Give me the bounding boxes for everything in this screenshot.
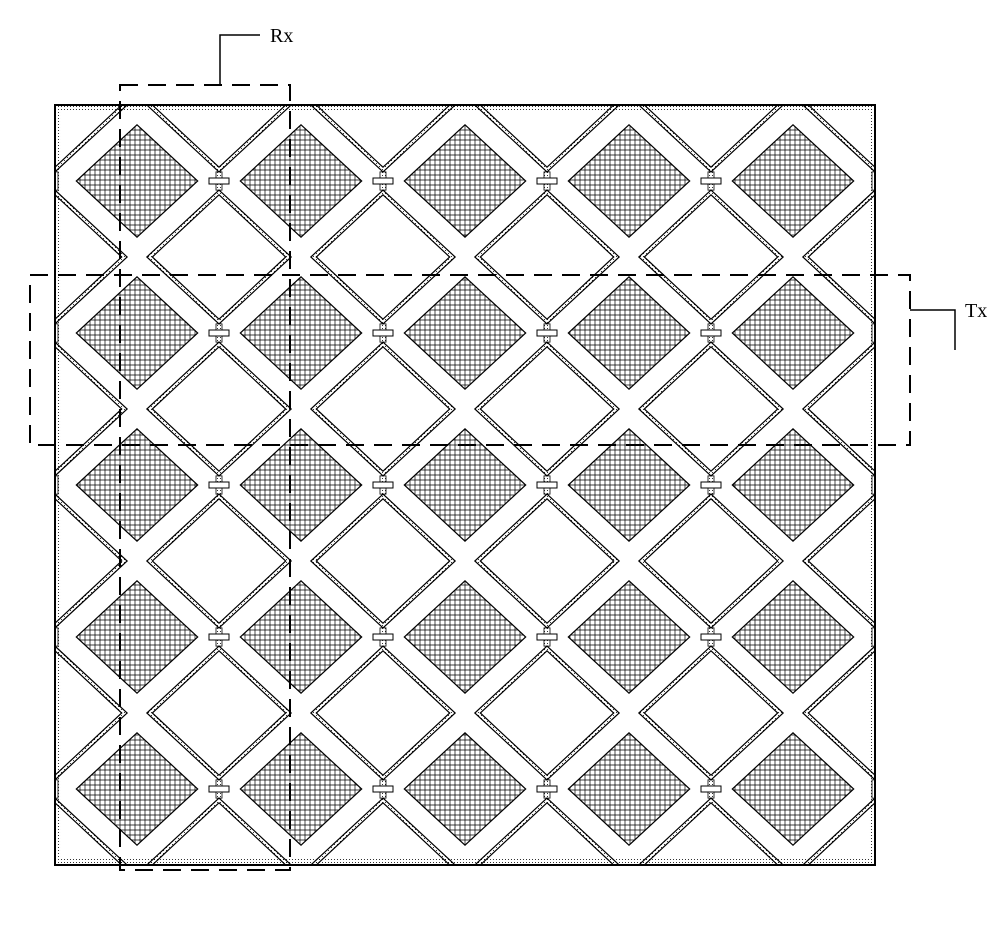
tx-bridge (373, 178, 393, 184)
tx-bridge (537, 634, 557, 640)
tx-bridge (537, 482, 557, 488)
tx-bridge (537, 786, 557, 792)
tx-bridge (537, 178, 557, 184)
tx-bridge (701, 786, 721, 792)
tx-bridge (537, 330, 557, 336)
tx-bridge (701, 178, 721, 184)
tx-bridge (701, 482, 721, 488)
tx-bridge (209, 178, 229, 184)
tx-bridge (373, 482, 393, 488)
tx-bridge (209, 482, 229, 488)
tx-bridge (701, 634, 721, 640)
tx-bridge (373, 634, 393, 640)
rx-label: Rx (270, 25, 293, 48)
rx-callout-leader (220, 35, 260, 85)
tx-bridge (701, 330, 721, 336)
tx-callout-leader (910, 310, 955, 350)
tx-bridge (209, 330, 229, 336)
tx-bridge (209, 786, 229, 792)
tx-label: Tx (965, 300, 987, 323)
tx-bridge (209, 634, 229, 640)
tx-bridge (373, 330, 393, 336)
tx-bridge (373, 786, 393, 792)
